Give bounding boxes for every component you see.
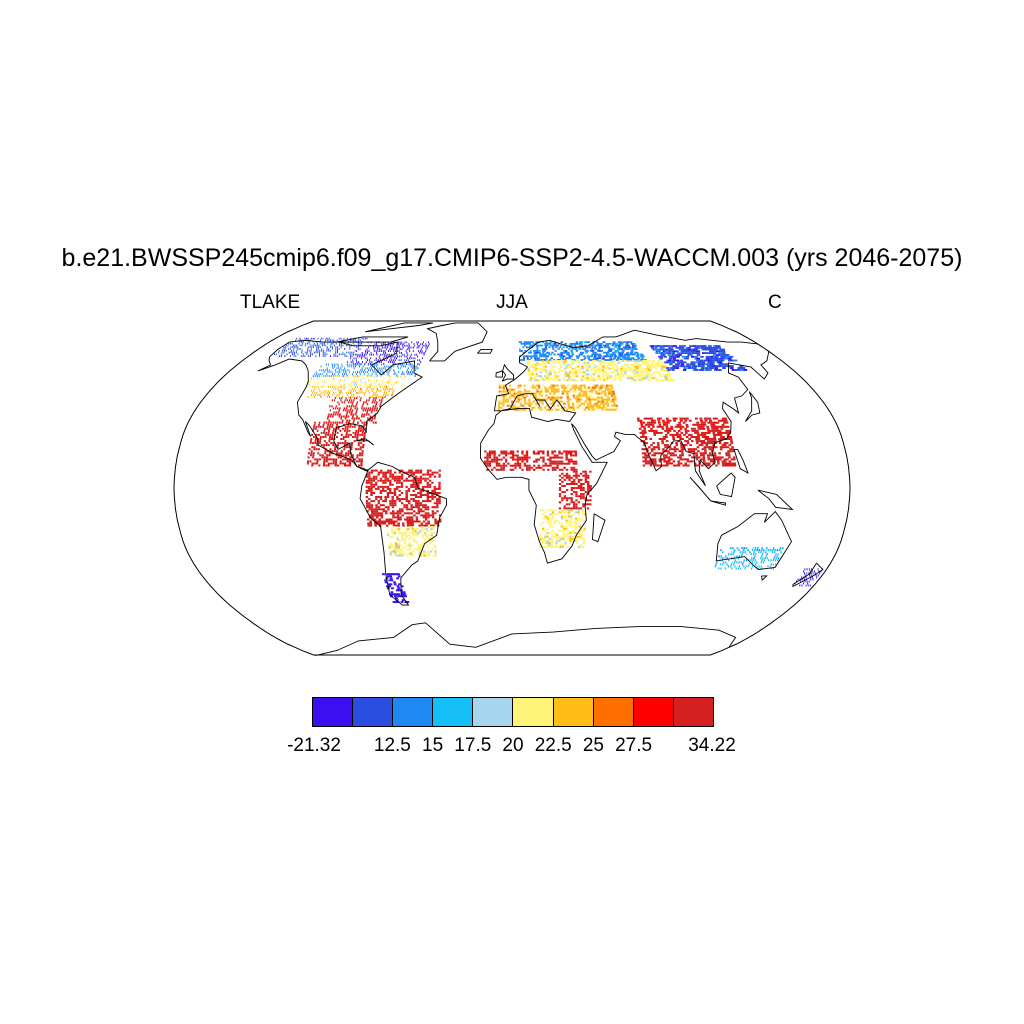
coastline-segment bbox=[355, 438, 374, 446]
region-us-north bbox=[307, 386, 395, 398]
region-south-america-central bbox=[386, 526, 438, 557]
coastline-segment bbox=[426, 322, 488, 362]
region-australia-south bbox=[714, 547, 784, 570]
coastline-segment bbox=[315, 622, 737, 657]
coastline-segment bbox=[479, 351, 770, 564]
colorbar-swatch bbox=[353, 698, 394, 726]
colorbar-tick-label: 20 bbox=[502, 735, 524, 756]
colorbar-swatch bbox=[593, 698, 634, 726]
colorbar-swatch bbox=[433, 698, 474, 726]
region-mediterranean bbox=[498, 384, 619, 411]
colorbar-swatch bbox=[393, 698, 434, 726]
coastline-segment bbox=[689, 476, 711, 502]
colorbar-tick-label: 34.22 bbox=[688, 735, 736, 756]
coastline-segment bbox=[761, 575, 768, 582]
region-africa-east bbox=[558, 470, 592, 510]
region-us-south bbox=[323, 397, 384, 424]
coastline-segment bbox=[716, 472, 736, 498]
colorbar-tick-label: 25 bbox=[582, 735, 604, 756]
colorbar-tick-label: 12.5 bbox=[373, 735, 411, 756]
coastline-segment bbox=[792, 562, 824, 588]
coastline-segment bbox=[715, 510, 793, 570]
region-india-se-asia bbox=[636, 417, 737, 467]
season-label: JJA bbox=[496, 292, 528, 313]
coastline-segment bbox=[745, 391, 761, 422]
colorbar-swatch bbox=[633, 698, 674, 726]
region-siberia-east bbox=[649, 345, 748, 371]
colorbar-tick-label: -21.32 bbox=[287, 735, 341, 756]
colorbar-tick-label: 15 bbox=[422, 735, 444, 756]
colorbar-swatch bbox=[553, 698, 594, 726]
region-canada-south bbox=[305, 375, 406, 388]
region-mexico-central-america bbox=[306, 421, 368, 467]
region-sahel bbox=[484, 450, 578, 471]
units-label: C bbox=[768, 292, 782, 313]
region-canada-central bbox=[312, 363, 421, 377]
colorbar-tick-label: 22.5 bbox=[534, 735, 572, 756]
coastline-segment bbox=[710, 500, 726, 506]
colorbar-swatch bbox=[313, 698, 354, 726]
coastline-segment bbox=[289, 339, 447, 606]
coastline-segment bbox=[733, 448, 749, 474]
lake-temperature-field bbox=[274, 337, 823, 603]
colorbar-tick-label: 27.5 bbox=[615, 735, 653, 756]
variable-label: TLAKE bbox=[240, 292, 301, 313]
coastline-segment bbox=[501, 363, 515, 382]
region-scandinavia-russia bbox=[518, 341, 647, 361]
region-canada-north bbox=[346, 341, 430, 365]
colorbar-swatch bbox=[673, 698, 713, 726]
coastline-segment bbox=[757, 489, 794, 511]
colorbar-swatch bbox=[513, 698, 554, 726]
coastline-segment bbox=[495, 370, 504, 378]
coastline-segment bbox=[477, 348, 493, 354]
region-africa-south bbox=[539, 509, 587, 548]
coastline-segment bbox=[592, 513, 606, 543]
coastline-segment bbox=[493, 329, 758, 411]
colorbar-swatch bbox=[473, 698, 514, 726]
coastlines bbox=[257, 322, 824, 657]
coastline-segment bbox=[365, 322, 433, 333]
figure-title: b.e21.BWSSP245cmip6.f09_g17.CMIP6-SSP2-4… bbox=[61, 244, 963, 272]
coastline-segment bbox=[257, 341, 367, 472]
coastline-segment bbox=[336, 336, 409, 343]
colorbar-tick-label: 17.5 bbox=[454, 735, 492, 756]
map-frame bbox=[173, 320, 851, 656]
colorbar bbox=[312, 697, 714, 727]
region-eurasia-mid bbox=[526, 360, 675, 382]
region-south-america-tropics bbox=[365, 469, 442, 527]
